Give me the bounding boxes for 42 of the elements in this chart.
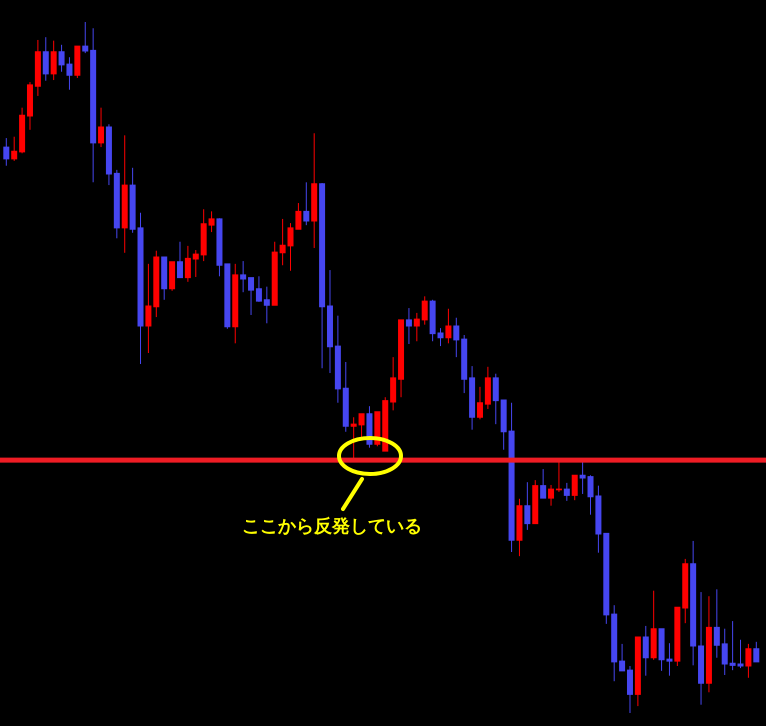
candlestick (588, 474, 594, 516)
candlestick (98, 107, 104, 148)
candlestick (350, 416, 357, 459)
candlestick (406, 308, 412, 345)
candlestick (548, 484, 554, 506)
candlestick (176, 241, 183, 278)
candlestick (745, 643, 752, 678)
candlestick (303, 182, 310, 226)
candlestick (184, 245, 191, 282)
candlestick (642, 625, 649, 676)
candlestick (145, 263, 152, 354)
candlestick (288, 222, 294, 272)
candlestick (240, 260, 246, 293)
annotation: ここから反発している (242, 516, 422, 537)
candlestick (438, 328, 444, 347)
candlestick (730, 620, 736, 671)
candlestick (256, 276, 262, 302)
candlestick (524, 482, 530, 530)
candlestick (358, 413, 365, 438)
candlestick (248, 277, 254, 316)
candlestick (11, 136, 18, 162)
candlestick (295, 202, 302, 230)
candlestick (264, 286, 270, 324)
candlestick (445, 308, 452, 344)
candlestick (666, 642, 672, 676)
candlestick (564, 482, 570, 502)
candlestick (280, 218, 286, 266)
candlestick (66, 56, 72, 90)
candlestick (540, 468, 546, 499)
candlestick (572, 474, 578, 501)
candlestick (58, 44, 65, 72)
candlestick (753, 641, 760, 662)
candlestick (3, 138, 10, 166)
candlestick (556, 460, 562, 492)
candlestick (208, 210, 215, 233)
candlestick (82, 22, 88, 54)
candlestick (580, 460, 586, 494)
candlestick (50, 40, 57, 81)
candlestick (738, 639, 744, 669)
candlestick (42, 36, 49, 82)
candlestick (476, 386, 483, 420)
candlestick (619, 643, 626, 672)
